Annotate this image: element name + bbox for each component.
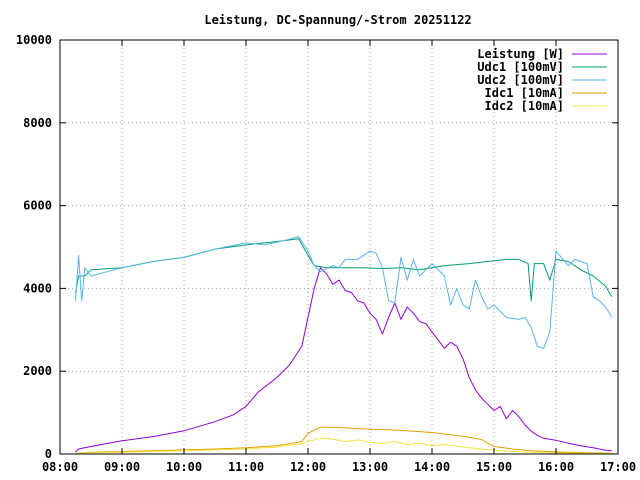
x-tick-label: 12:00 bbox=[290, 460, 326, 474]
x-tick-label: 16:00 bbox=[538, 460, 574, 474]
series-line-3 bbox=[75, 236, 613, 349]
plot-frame bbox=[59, 39, 619, 455]
legend-label: Idc2 [10mA] bbox=[485, 99, 564, 113]
legend-label: Udc2 [100mV] bbox=[477, 73, 564, 87]
x-tick-label: 17:00 bbox=[600, 460, 636, 474]
y-tick-label: 8000 bbox=[23, 116, 52, 130]
series-layer bbox=[75, 236, 613, 455]
grid bbox=[60, 40, 618, 454]
legend: Leistung [W]Udc1 [100mV]Udc2 [100mV]Idc1… bbox=[477, 47, 607, 113]
series-line-5 bbox=[75, 437, 612, 455]
y-tick-label: 6000 bbox=[23, 199, 52, 213]
x-tick-label: 11:00 bbox=[228, 460, 264, 474]
legend-label: Udc1 [100mV] bbox=[477, 60, 564, 74]
y-tick-label: 2000 bbox=[23, 364, 52, 378]
x-tick-label: 08:00 bbox=[42, 460, 78, 474]
legend-label: Idc1 [10mA] bbox=[485, 86, 564, 100]
x-tick-label: 13:00 bbox=[352, 460, 388, 474]
y-tick-label: 10000 bbox=[16, 33, 52, 47]
x-tick-label: 10:00 bbox=[166, 460, 202, 474]
series-line-4 bbox=[75, 426, 612, 454]
y-tick-label: 4000 bbox=[23, 281, 52, 295]
y-tick-label: 0 bbox=[45, 447, 52, 461]
legend-label: Leistung [W] bbox=[477, 47, 564, 61]
y-axis: 0 2000 4000 6000 8000 10000 bbox=[16, 33, 618, 461]
chart-title: Leistung, DC-Spannung/-Strom 20251122 bbox=[204, 13, 471, 27]
x-tick-label: 09:00 bbox=[104, 460, 140, 474]
series-line-1 bbox=[75, 267, 612, 453]
x-axis: 08:00 09:00 10:00 11:00 12:00 13:00 14:00 15:00… bbox=[42, 40, 636, 474]
x-tick-label: 15:00 bbox=[476, 460, 512, 474]
x-tick-label: 14:00 bbox=[414, 460, 450, 474]
